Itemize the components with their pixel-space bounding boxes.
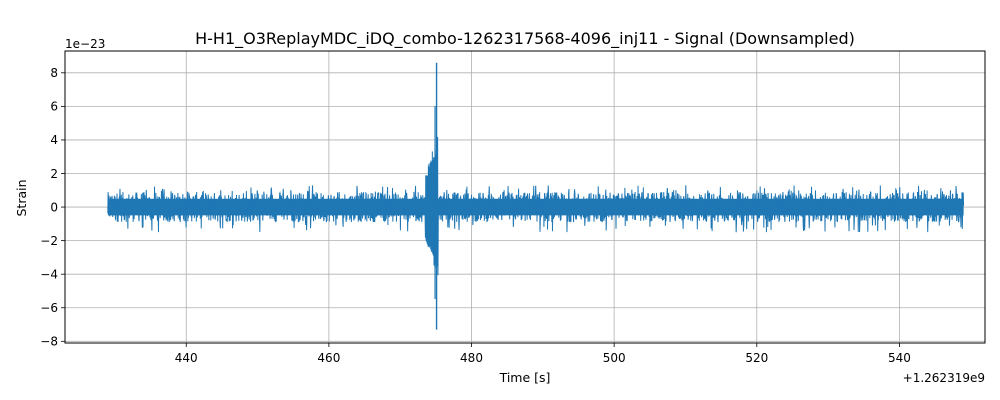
x-tick-label: 460 [317,351,340,365]
y-tick-label: −2 [40,234,58,248]
tick-layer: 440 460 480 500 520 540 −8 −6 −4 −2 0 2 4 6 8 [40,66,911,365]
plot-frame [64,50,986,344]
chart-title: H-H1_O3ReplayMDC_iDQ_combo-1262317568-40… [195,29,855,49]
x-tick-label: 440 [175,351,198,365]
series-layer [107,62,965,330]
x-tick-label: 500 [603,351,626,365]
y-tick-label: 2 [50,167,58,181]
x-axis-label: Time [s] [499,370,551,385]
strain-series-line [107,136,965,276]
y-tick-label: 8 [50,66,58,80]
y-offset-text: 1e−23 [65,37,105,51]
x-tick-label: 540 [888,351,911,365]
x-offset-text: +1.262319e9 [903,371,985,385]
y-axis-label: Strain [14,179,29,216]
y-tick-label: 6 [50,100,58,114]
y-tick-label: −6 [40,301,58,315]
y-tick-label: −4 [40,267,58,281]
y-tick-label: 0 [50,200,58,214]
x-tick-label: 520 [745,351,768,365]
x-tick-label: 480 [460,351,483,365]
y-tick-label: −8 [40,335,58,349]
y-tick-label: 4 [50,133,58,147]
